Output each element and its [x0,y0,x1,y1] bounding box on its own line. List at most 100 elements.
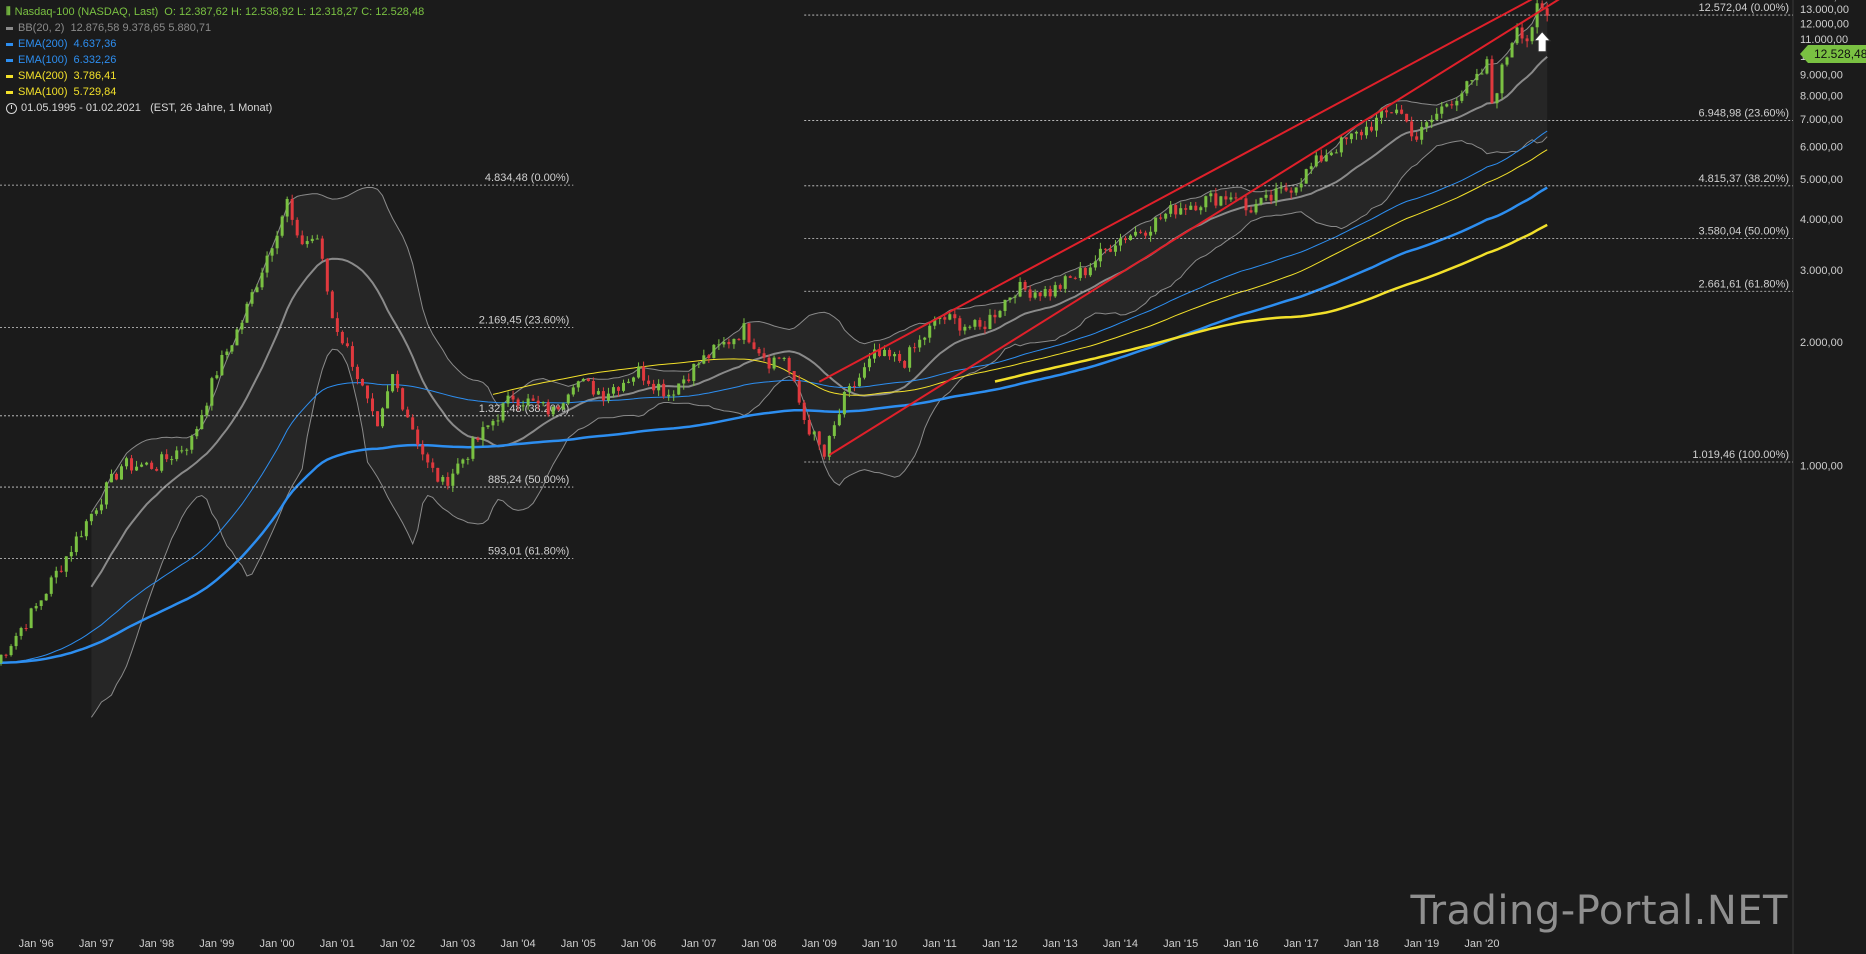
candle [802,402,806,420]
candle [205,405,209,416]
legend-ema200: EMA(200) 4.637,36 [6,36,424,52]
candle [1033,292,1037,298]
candle [637,366,641,378]
candle [1354,131,1358,134]
candle [1485,59,1489,74]
candle [862,367,866,378]
candle [250,292,254,304]
candle [235,329,239,346]
x-tick-label: Jan '10 [862,938,897,950]
fib-right-label: 2.661,61 (61.80%) [1698,278,1789,290]
candle [320,238,324,259]
y-tick-label: 12.000,00 [1800,18,1849,30]
fib-left-label: 1.321,48 (38.20%) [479,403,570,415]
candle [1179,208,1183,215]
candle [1510,43,1514,58]
candle [807,419,811,435]
candle [893,354,897,357]
clock-icon [6,102,17,114]
candle [667,394,671,397]
fib-right-label: 6.948,98 (23.60%) [1698,108,1789,120]
candle [1445,104,1449,107]
candle [1455,100,1459,106]
candle [1349,133,1353,140]
candle [200,415,204,430]
candle [1415,136,1419,140]
candle [867,358,871,368]
candle [1274,188,1278,201]
candle [918,339,922,348]
ema100-swatch [6,58,13,62]
bb-swatch [6,26,13,30]
candle [436,467,440,482]
candle [69,552,73,557]
candle [24,628,28,630]
x-tick-label: Jan '98 [139,938,174,950]
ema200-value: 4.637,36 [73,38,117,50]
x-tick-label: Jan '05 [561,938,596,950]
y-tick-label: 1.000,00 [1800,460,1843,472]
instrument-name: Nasdaq-100 (NASDAQ, Last) [14,6,159,18]
candle [1149,231,1153,236]
candle [451,473,455,486]
candle [1369,126,1373,131]
candle [145,462,149,465]
candle [817,431,821,445]
candle [812,431,816,435]
candle [1410,121,1414,137]
candle [611,387,615,394]
candle [335,318,339,332]
candle [657,383,661,391]
candle [1159,217,1163,219]
candle [1319,155,1323,162]
candle [1174,205,1178,215]
candle [1450,104,1454,106]
y-tick-label: 13.000,00 [1800,4,1849,16]
candle [1470,80,1474,82]
candle [49,577,53,594]
candle [717,344,721,346]
bollinger-band-fill [91,1,1548,718]
candle [516,399,520,406]
candle [421,444,425,455]
ohlc-values: O: 12.387,62 H: 12.538,92 L: 12.318,27 C… [164,6,425,18]
candle [1259,197,1263,204]
candle [1289,190,1293,193]
candle [998,310,1002,318]
fib-left-label: 593,01 (61.80%) [488,545,569,557]
candle [1234,197,1238,199]
ema200-label: EMA(200) [18,38,68,50]
candle [546,402,550,415]
candle [0,654,3,663]
candle [1440,106,1444,114]
candle [114,473,118,480]
candle [29,608,33,629]
candle [1134,231,1138,236]
x-tick-label: Jan '04 [501,938,536,950]
candle [150,462,154,469]
candle [963,326,967,331]
candle [973,320,977,327]
candle [406,409,410,418]
candle [74,536,78,553]
candle [536,400,540,404]
candle [1139,231,1143,233]
x-tick-label: Jan '09 [802,938,837,950]
x-tick-label: Jan '15 [1163,938,1198,950]
candle [541,402,545,404]
candle [1129,235,1133,241]
candle [1108,248,1112,252]
sma200-line [994,223,1548,383]
candle [993,314,997,318]
candle [416,429,420,445]
candle [180,450,184,452]
candle [360,378,364,386]
ema100-label: EMA(100) [18,54,68,66]
candle [1364,126,1368,136]
candle [1334,152,1338,154]
candle [1359,131,1363,136]
candle [19,628,23,636]
candle [1184,208,1188,210]
